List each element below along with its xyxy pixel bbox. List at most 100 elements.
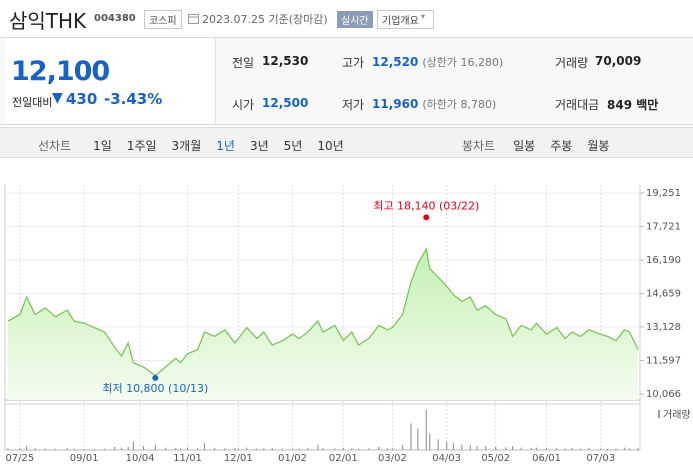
volume-bar xyxy=(623,447,626,450)
x-tick-label: 11/01 xyxy=(173,453,202,464)
volume-bar xyxy=(556,447,558,450)
volume-bar xyxy=(535,447,537,450)
period-tab[interactable]: 10년 xyxy=(317,139,344,153)
volume-bar xyxy=(461,444,463,450)
period-tab[interactable]: 1년 xyxy=(216,139,235,153)
x-tick-label: 10/04 xyxy=(126,453,155,464)
volume-bar xyxy=(579,448,582,450)
volume-bar xyxy=(401,444,404,450)
volume-bar xyxy=(186,447,189,450)
summary-label: 거래대금 xyxy=(555,98,600,112)
y-tick-label: 11,597 xyxy=(646,355,681,366)
period-tab[interactable]: 3개월 xyxy=(171,139,202,153)
volume-bar xyxy=(120,447,123,450)
y-tick-label: 16,190 xyxy=(646,255,681,266)
volume-bar xyxy=(132,442,134,450)
x-tick-label: 06/01 xyxy=(532,453,561,464)
volume-bar xyxy=(386,448,388,450)
volume-bar xyxy=(351,448,353,450)
x-tick-label: 07/03 xyxy=(586,453,615,464)
volume-bar xyxy=(26,446,28,450)
x-tick-label: 03/02 xyxy=(378,453,407,464)
realtime-badge[interactable]: 실시간 xyxy=(337,11,373,28)
price-panel xyxy=(5,38,216,124)
calendar-icon xyxy=(188,14,199,24)
candle-tabs: 봉차트 일봉 주봉 월봉 xyxy=(462,135,624,154)
volume-bar xyxy=(476,446,478,450)
volume-bar xyxy=(446,442,448,450)
summary-label: 시가 xyxy=(232,98,255,112)
dropdown-arrow: ▾ xyxy=(421,12,426,21)
volume-bar xyxy=(505,447,507,450)
y-tick-label: 13,128 xyxy=(646,322,681,333)
summary-value: 849 백만 xyxy=(607,98,659,112)
volume-bar xyxy=(637,448,639,450)
period-tab[interactable]: 1주일 xyxy=(126,139,157,153)
x-tick-label: 07/25 xyxy=(5,453,34,464)
volume-bar xyxy=(317,444,319,450)
change: 430 xyxy=(66,90,98,108)
volume-bar xyxy=(164,447,167,450)
x-tick-label: 12/01 xyxy=(224,453,253,464)
price: 12,100 xyxy=(11,56,110,87)
volume-bar xyxy=(83,448,85,450)
change-label: 전일대비 xyxy=(12,96,53,109)
volume-bar xyxy=(154,444,156,450)
volume-bar xyxy=(307,447,309,450)
volume-bar xyxy=(180,448,182,450)
volume-bar xyxy=(127,447,129,450)
stock-name: 삼익THK xyxy=(9,9,87,33)
x-tick-label: 01/02 xyxy=(278,453,307,464)
volume-bar xyxy=(44,448,46,450)
extreme-marker xyxy=(423,214,430,221)
y-tick-label: 19,251 xyxy=(646,188,681,199)
date: 2023.07.25 기준(장마감) xyxy=(202,13,328,26)
x-tick-label: 05/02 xyxy=(481,453,510,464)
overview-button[interactable]: 기업개요 xyxy=(377,10,434,29)
period-tab[interactable]: 3년 xyxy=(249,139,269,153)
volume-bar xyxy=(256,448,258,450)
period-bar xyxy=(0,127,693,158)
volume-bar xyxy=(606,448,609,450)
volume-bar xyxy=(545,448,548,450)
y-tick-label: 17,721 xyxy=(646,221,681,232)
volume-bar xyxy=(237,448,239,450)
volume-bar xyxy=(530,447,532,450)
volume-bar xyxy=(114,446,116,450)
summary-value: 12,500 xyxy=(262,96,309,110)
candle-tab[interactable]: 주봉 xyxy=(550,139,573,153)
volume-bar xyxy=(263,448,265,450)
extreme-marker xyxy=(152,374,159,381)
volume-bar xyxy=(234,448,236,450)
period-label: 선차트 xyxy=(38,139,72,153)
summary-value: 70,009 xyxy=(595,54,642,68)
volume-bar xyxy=(410,423,412,450)
volume-bar xyxy=(452,443,455,450)
volume-bar xyxy=(425,410,427,450)
volume-bar xyxy=(520,447,522,450)
volume-bar xyxy=(334,448,336,450)
volume-bar xyxy=(391,448,394,450)
volume-bar xyxy=(197,448,199,450)
summary-value: 11,960 (하한가 8,780) xyxy=(372,97,497,111)
volume-bar xyxy=(417,428,419,450)
volume-bar xyxy=(357,448,360,450)
x-tick-label: 02/01 xyxy=(329,453,358,464)
volume-bar xyxy=(588,447,590,450)
down-arrow: ▼ xyxy=(52,90,63,106)
volume-bar xyxy=(291,448,294,450)
legend-swatch xyxy=(658,410,660,418)
volume-bar xyxy=(342,447,344,450)
summary-value: 12,530 xyxy=(262,54,309,68)
candle-items: 일봉 주봉 월봉 xyxy=(513,135,624,154)
period-tab[interactable]: 1일 xyxy=(93,139,112,153)
candle-tab[interactable]: 월봉 xyxy=(587,139,610,153)
period-tab[interactable]: 5년 xyxy=(283,139,303,153)
volume-bar xyxy=(66,448,68,450)
volume-bar xyxy=(495,446,497,450)
market-badge: 코스피 xyxy=(144,10,182,29)
candle-tab[interactable]: 일봉 xyxy=(513,139,536,153)
volume-bar xyxy=(73,448,75,450)
stock-code: 004380 xyxy=(94,13,136,24)
